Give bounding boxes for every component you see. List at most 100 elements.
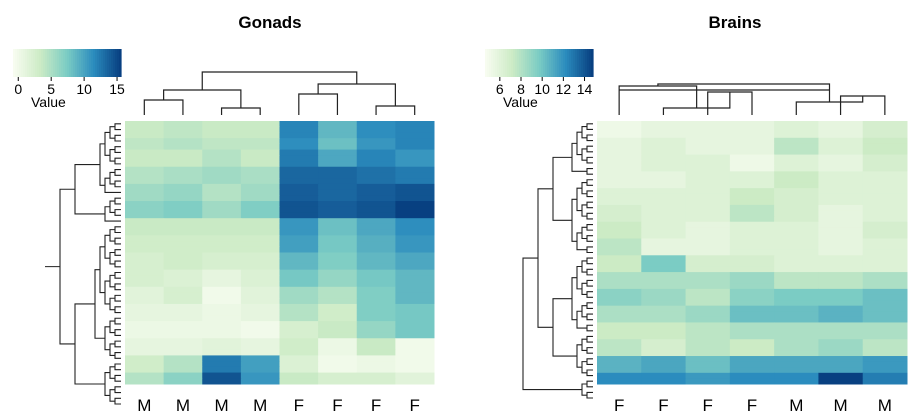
legend-gradient-segment [105, 49, 108, 77]
heatmap-cell [318, 326, 358, 334]
heatmap-cell [597, 160, 642, 167]
legend-gradient-segment [537, 49, 540, 77]
column-label: F [614, 396, 624, 414]
heatmap-cell [240, 149, 280, 156]
heatmap-cell [729, 283, 775, 290]
heatmap-cell [356, 161, 396, 168]
heatmap-title: Brains [709, 13, 762, 32]
heatmap-cell [202, 378, 242, 385]
heatmap-cell [862, 277, 908, 284]
heatmap-cell [729, 171, 775, 178]
heatmap-cell [862, 148, 908, 156]
column-label: F [409, 396, 419, 414]
heatmap-cell [597, 378, 642, 385]
heatmap-cell [163, 252, 203, 259]
heatmap-cell [240, 229, 280, 236]
heatmap-cell [318, 218, 358, 225]
legend-gradient-segment [111, 49, 114, 77]
heatmap-cell [685, 272, 731, 279]
heatmap-cell [774, 176, 819, 184]
heatmap-cell [240, 143, 280, 151]
heatmap-cell [818, 260, 864, 267]
heatmap-cell [395, 201, 435, 208]
heatmap-cell [729, 204, 775, 212]
heatmap-cell [125, 235, 165, 242]
heatmap-cell [202, 223, 242, 231]
heatmap-cell [279, 183, 319, 191]
heatmap-cell [641, 148, 687, 156]
legend-gradient-segment [29, 49, 32, 77]
heatmap-cell [163, 355, 203, 362]
heatmap-cell [163, 292, 203, 299]
legend-tick-label: 10 [534, 81, 550, 97]
heatmap-cell [862, 333, 908, 340]
heatmap-cell [163, 218, 203, 225]
heatmap-cell [597, 255, 642, 262]
legend-gradient-segment [515, 49, 518, 77]
heatmap-cell [202, 338, 242, 345]
heatmap-cell [279, 241, 319, 248]
heatmap-cell [641, 272, 687, 279]
heatmap-cell [818, 210, 864, 217]
heatmap-cell [774, 322, 819, 329]
legend-gradient-segment [505, 49, 508, 77]
legend-gradient-segment [91, 49, 94, 77]
heatmap-cell [685, 288, 731, 295]
heatmap-cell [685, 316, 731, 323]
legend-tick-label: 6 [496, 81, 504, 97]
heatmap-cell [318, 366, 358, 374]
heatmap-cell [318, 143, 358, 151]
heatmap-cell [818, 344, 864, 351]
heatmap-cell [279, 378, 319, 385]
heatmap-cell [202, 281, 242, 288]
heatmap-cell [818, 121, 864, 128]
heatmap-cell [597, 232, 642, 240]
heatmap-cell [729, 328, 775, 335]
heatmap-cell [163, 281, 203, 288]
heatmap-cell [240, 241, 280, 248]
heatmap-cell [395, 281, 435, 288]
heatmap-cell [318, 298, 358, 305]
heatmap-cell [395, 286, 435, 294]
heatmap-cell [774, 333, 819, 340]
legend-gradient-segment [21, 49, 24, 77]
heatmap-cell [729, 210, 775, 217]
heatmap-cell [318, 235, 358, 242]
heatmap-cell [818, 333, 864, 340]
heatmap-cell [163, 372, 203, 379]
heatmap-cell [862, 221, 908, 228]
heatmap-cell [163, 201, 203, 208]
heatmap-cell [729, 277, 775, 284]
heatmap-cell [774, 372, 819, 379]
heatmap-cell [597, 148, 642, 156]
heatmap-cell [125, 286, 165, 294]
heatmap-cell [729, 232, 775, 240]
heatmap-cell [202, 178, 242, 185]
heatmap-cell [774, 311, 819, 318]
heatmap-cell [774, 148, 819, 156]
heatmap-cell [163, 321, 203, 328]
heatmap-cell [395, 166, 435, 173]
heatmap-cell [240, 303, 280, 311]
heatmap-cell [279, 263, 319, 271]
heatmap-cell [279, 126, 319, 133]
heatmap-cell [318, 149, 358, 156]
legend-gradient-segment [107, 49, 110, 77]
heatmap-cell [163, 246, 203, 253]
heatmap-cell [279, 275, 319, 282]
heatmap-cell [202, 126, 242, 133]
legend-gradient-segment [571, 49, 574, 77]
legend-gradient-segment [27, 49, 30, 77]
legend-gradient-segment [101, 49, 104, 77]
heatmap-cell [163, 195, 203, 202]
heatmap-cell [774, 294, 819, 301]
heatmap-cell [125, 378, 165, 385]
column-label: M [253, 396, 267, 414]
heatmap-cell [729, 199, 775, 206]
heatmap-cell [641, 160, 687, 167]
heatmap-cell [240, 258, 280, 265]
heatmap-cell [862, 199, 908, 206]
legend-gradient-segment [565, 49, 568, 77]
heatmap-cell [818, 165, 864, 172]
heatmap-cell [356, 315, 396, 322]
